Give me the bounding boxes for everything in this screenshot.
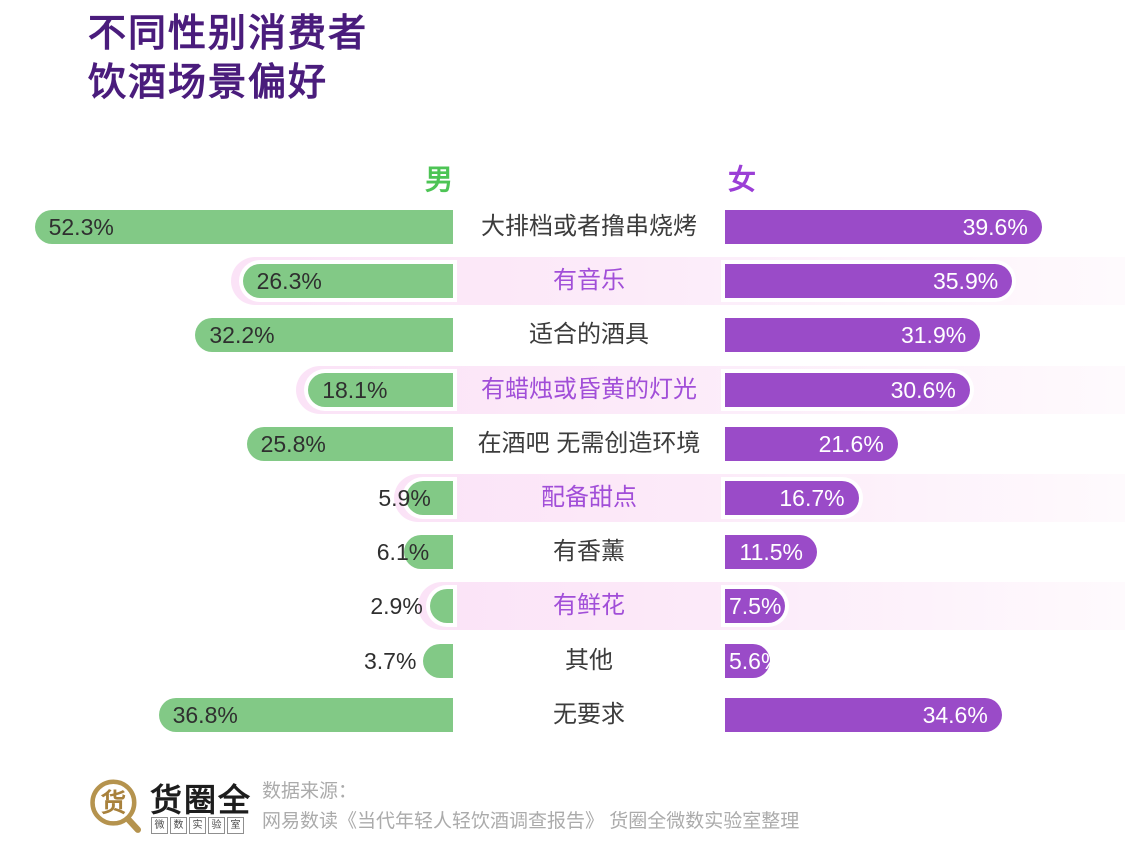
footer: 货 货圈全 微数实验室 数据来源： 网易数读《当代年轻人轻饮酒调查报告》 货圈全… [88,775,1088,841]
logo-subtitle-char: 微 [151,817,168,834]
male-value-label: 32.2% [209,322,275,349]
page-title-line1: 不同性别消费者 [88,13,369,55]
female-value-label: 21.6% [818,430,884,457]
male-value-label: 2.9% [370,593,423,620]
female-bar [725,264,1013,299]
category-label: 其他 [565,646,613,674]
female-bar [725,318,981,353]
chart-row: 26.3% 有音乐 35.9% [0,254,1125,308]
category-label: 在酒吧 无需创造环境 [477,429,701,457]
female-column-header: 女 [728,164,757,195]
male-value-label: 3.7% [363,647,417,674]
chart-row: 3.7% 其他 5.6% [0,634,1125,688]
category-label: 适合的酒具 [529,321,649,349]
data-source-note: 数据来源： 网易数读《当代年轻人轻饮酒调查报告》 货圈全微数实验室整理 [262,777,799,837]
female-bar [725,643,770,678]
logo-subtitle-char: 数 [170,817,187,834]
data-source-line: 网易数读《当代年轻人轻饮酒调查报告》 货圈全微数实验室整理 [262,811,800,832]
category-label: 有音乐 [553,267,625,295]
female-value-label: 30.6% [890,376,956,403]
female-value-label: 31.9% [900,322,967,349]
page-title: 不同性别消费者 饮酒场景偏好 [88,10,368,108]
chart-row: 36.8% 无要求 34.6% [0,688,1125,742]
chart-row: 5.9% 配备甜点 16.7% [0,471,1125,525]
chart-row: 52.3% 大排档或者撸串烧烤 39.6% [0,200,1125,254]
male-bar [242,264,453,299]
male-column-header: 男 [424,164,453,195]
female-bar [725,697,1002,732]
category-label: 有香薰 [553,538,625,566]
data-source-label: 数据来源： [262,781,358,802]
logo-subtitle-char: 验 [208,817,225,834]
female-value-label: 35.9% [932,268,999,295]
category-label: 有鲜花 [553,592,625,620]
female-value-label: 16.7% [779,485,845,511]
male-value-label: 5.9% [378,485,431,511]
female-value-label: 7.5% [729,593,782,620]
male-value-label: 52.3% [48,214,114,240]
female-value-label: 34.6% [922,701,988,728]
logo-brand-name: 货圈全 [150,782,253,818]
chart-row: 25.8% 在酒吧 无需创造环境 21.6% [0,417,1125,471]
male-value-label: 18.1% [322,376,388,403]
male-bar [158,697,453,732]
logo-subtitle-char: 实 [189,817,206,834]
male-bar [429,589,453,624]
chart-row: 32.2% 适合的酒具 31.9% [0,308,1125,362]
logo-character: 货 [101,789,126,818]
page-title-line2: 饮酒场景偏好 [88,62,329,104]
female-bar [725,426,898,461]
male-bar [308,372,453,407]
male-value-label: 25.8% [260,430,326,457]
chart-row: 18.1% 有蜡烛或昏黄的灯光 30.6% [0,363,1125,417]
category-label: 无要求 [553,700,625,728]
logo-subtitle: 微数实验室 [151,817,244,834]
female-value-label: 5.6% [729,647,782,674]
male-value-label: 26.3% [256,268,322,295]
male-bar [423,643,453,678]
female-bar [725,210,1042,244]
female-value-label: 39.6% [962,214,1028,240]
female-bar [725,372,970,407]
male-bar [246,426,453,461]
male-bar [195,318,453,353]
male-value-label: 36.8% [172,701,238,728]
logo-subtitle-char: 室 [227,817,244,834]
female-bar [725,481,859,515]
category-label: 大排档或者撸串烧烤 [481,213,697,240]
male-value-label: 6.1% [376,539,430,566]
chart-row: 2.9% 有鲜花 7.5% [0,579,1125,633]
male-bar [34,210,453,244]
male-bar [405,481,453,515]
female-bar [725,589,785,624]
female-bar [725,535,817,570]
chart-row: 6.1% 有香薰 11.5% [0,525,1125,579]
male-bar [404,535,453,570]
category-label: 有蜡烛或昏黄的灯光 [481,375,697,403]
category-label: 配备甜点 [541,484,637,511]
magnifier-logo-icon: 货 [90,779,142,833]
female-value-label: 11.5% [739,539,803,566]
